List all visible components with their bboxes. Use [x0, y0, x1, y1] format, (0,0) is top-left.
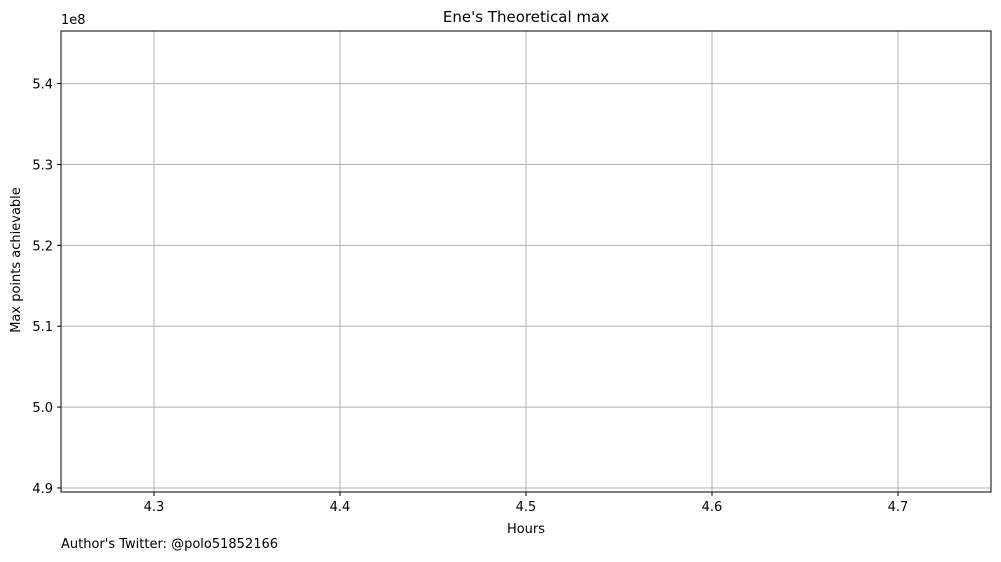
y-tick-label: 5.3: [32, 158, 53, 173]
y-tick-label: 5.1: [32, 320, 53, 335]
x-tick-label: 4.4: [330, 500, 351, 515]
chart-title: Ene's Theoretical max: [443, 8, 609, 26]
y-tick-label: 5.4: [32, 78, 53, 93]
grid-lines: [61, 31, 991, 492]
y-tick-label: 5.0: [32, 401, 53, 416]
x-tick-label: 4.6: [702, 500, 723, 515]
x-tick-label: 4.5: [516, 500, 537, 515]
x-axis-label: Hours: [507, 522, 545, 537]
y-axis-label: Max points achievable: [9, 187, 24, 333]
y-tick-label: 5.2: [32, 239, 53, 254]
x-tick-label: 4.7: [888, 500, 909, 515]
author-twitter-note: Author's Twitter: @polo51852166: [61, 537, 279, 552]
y-axis-scale-label: 1e8: [61, 13, 86, 28]
axis-ticks: 4.3 4.4 4.5 4.6 4.7 4.9 5.0 5.1 5.2 5.3 5.4: [32, 78, 908, 515]
y-tick-label: 4.9: [32, 482, 53, 497]
x-tick-label: 4.3: [144, 500, 165, 515]
